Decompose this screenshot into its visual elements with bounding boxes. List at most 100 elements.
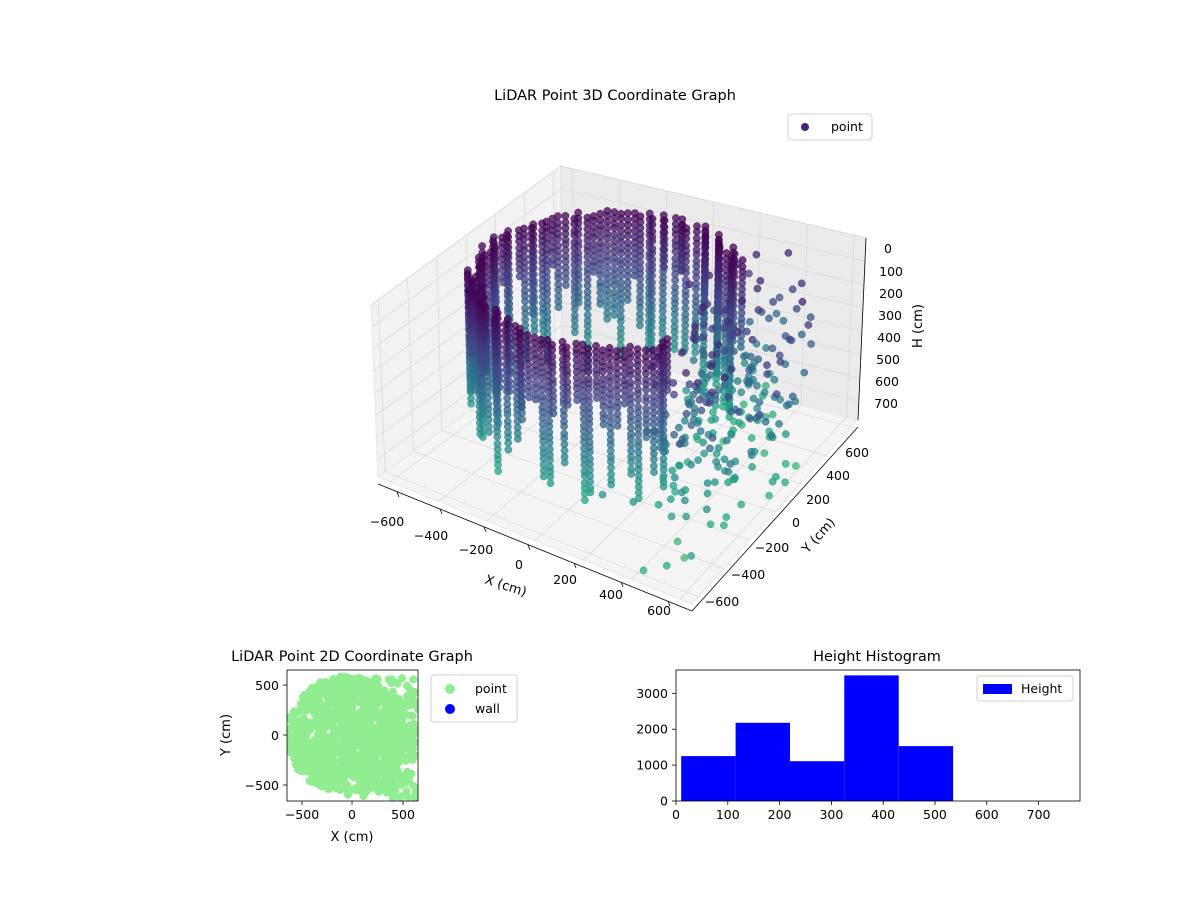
- point-marker: [570, 220, 579, 228]
- point-marker: [549, 380, 557, 388]
- point-marker: [675, 423, 683, 432]
- point-marker: [603, 234, 612, 243]
- point-marker: [669, 481, 678, 490]
- point-marker: [326, 698, 335, 707]
- legend-label-point: point: [831, 119, 863, 134]
- y-tick-label: −600: [705, 594, 739, 609]
- y-tick-label: −200: [755, 540, 789, 555]
- point-marker: [336, 722, 345, 731]
- point-marker: [563, 370, 571, 379]
- point-marker: [549, 397, 558, 406]
- legend-label-height: Height: [1021, 681, 1062, 696]
- point-marker: [410, 724, 418, 733]
- point-marker: [714, 341, 722, 349]
- point-marker: [671, 276, 680, 285]
- point-marker: [706, 444, 714, 453]
- point-marker: [768, 477, 777, 486]
- point-marker: [748, 463, 756, 471]
- point-marker: [692, 285, 700, 293]
- histogram-ticks: 0 100 200 300 400 500 600 700 0 1000 2000 3000: [636, 686, 1050, 822]
- point-marker: [720, 373, 729, 382]
- point-marker: [685, 380, 694, 389]
- point-marker: [388, 694, 397, 703]
- point-marker: [620, 363, 629, 372]
- point-marker: [720, 521, 728, 530]
- point-marker: [800, 368, 809, 377]
- point-marker: [397, 737, 406, 746]
- point-marker: [523, 337, 532, 345]
- plot-3d: LiDAR Point 3D Coordinate Graph −600 −40…: [370, 88, 926, 618]
- point-marker: [634, 494, 643, 503]
- point-marker: [347, 759, 356, 768]
- point-marker: [680, 553, 689, 562]
- point-marker: [781, 478, 789, 487]
- point-marker: [727, 267, 736, 275]
- point-marker: [684, 399, 693, 407]
- point-marker: [300, 734, 309, 743]
- point-marker: [514, 435, 522, 443]
- plot-2d-x-tick-label: −500: [285, 807, 319, 822]
- plot-histogram: Height Histogram 0 100 200 300 400 500 600 7000…: [636, 649, 1081, 822]
- point-marker: [797, 330, 806, 339]
- point-marker: [585, 448, 594, 456]
- point-marker: [703, 479, 712, 487]
- y-tick-label: 0: [792, 515, 800, 530]
- point-marker: [518, 415, 527, 424]
- point-marker: [610, 304, 619, 313]
- point-marker: [373, 675, 382, 684]
- point-marker: [409, 675, 418, 684]
- plot-2d-x-axis-label: X (cm): [331, 830, 374, 845]
- point-marker: [315, 780, 324, 789]
- point-marker: [617, 214, 625, 223]
- point-marker: [374, 750, 383, 759]
- legend-label-point: point: [475, 681, 507, 696]
- point-marker: [724, 317, 732, 326]
- histogram-x-tick-label: 100: [716, 807, 740, 822]
- histogram-x-tick-label: 400: [871, 807, 895, 822]
- point-marker: [775, 351, 784, 360]
- point-marker: [669, 379, 678, 387]
- point-marker: [727, 430, 736, 439]
- point-marker: [350, 710, 358, 718]
- point-marker: [733, 328, 742, 336]
- point-marker: [610, 224, 619, 232]
- point-marker: [711, 478, 719, 486]
- point-marker: [515, 237, 523, 246]
- point-marker: [411, 789, 418, 798]
- point-marker: [548, 368, 557, 377]
- point-marker: [775, 420, 783, 428]
- point-marker: [327, 688, 336, 697]
- point-marker: [325, 779, 334, 788]
- y-tick-label: 200: [806, 492, 830, 507]
- point-marker: [324, 738, 333, 747]
- point-marker: [649, 386, 658, 395]
- point-marker: [744, 379, 753, 387]
- point-marker: [517, 363, 525, 372]
- histogram-y-tick-label: 2000: [636, 722, 668, 737]
- point-marker: [560, 422, 568, 431]
- point-marker: [337, 697, 346, 706]
- point-marker: [303, 723, 312, 732]
- point-marker: [598, 490, 607, 499]
- point-marker: [302, 706, 310, 715]
- point-marker: [624, 209, 632, 217]
- point-marker: [706, 371, 714, 379]
- point-marker: [675, 440, 684, 448]
- point-marker: [386, 756, 395, 765]
- y-axis-ticks: −600 −400 −200 0 200 400 600: [705, 445, 869, 609]
- point-marker: [738, 256, 747, 264]
- point-marker: [468, 279, 476, 288]
- point-marker: [371, 690, 379, 699]
- point-marker: [366, 684, 375, 693]
- point-marker: [708, 351, 716, 359]
- point-marker: [494, 467, 503, 476]
- z-tick-label: 500: [876, 352, 900, 367]
- legend-marker-wall: [445, 704, 455, 714]
- point-marker: [344, 743, 353, 752]
- point-marker: [343, 785, 352, 794]
- point-marker: [350, 735, 359, 744]
- point-marker: [623, 232, 632, 240]
- point-marker: [388, 710, 396, 719]
- y-axis-line: [691, 426, 859, 612]
